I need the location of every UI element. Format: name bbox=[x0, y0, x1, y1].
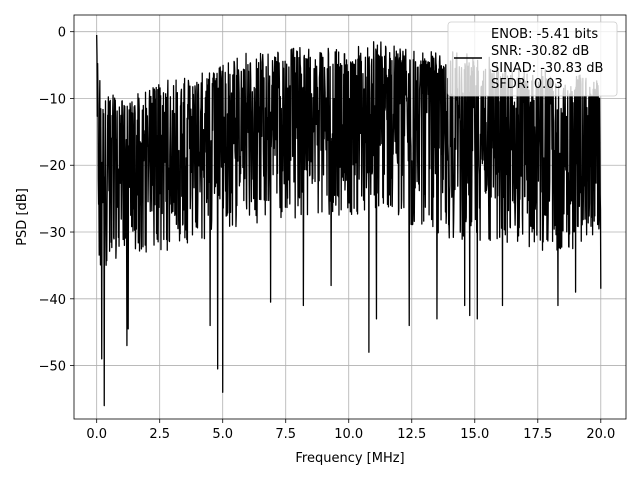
y-tick-label: 0 bbox=[58, 26, 66, 41]
x-tick-label: 17.5 bbox=[523, 427, 552, 442]
series-layer bbox=[96, 35, 602, 407]
x-axis: 0.0 2.5 5.0 7.5 10.0 12.5 15.0 17.5 20.0 bbox=[86, 419, 615, 442]
legend-enob: ENOB: -5.41 bits bbox=[491, 27, 598, 42]
y-tick-label: −50 bbox=[39, 360, 66, 375]
y-tick-label: −10 bbox=[39, 92, 66, 107]
legend-box bbox=[447, 21, 618, 97]
y-axis: 0 −10 −20 −30 −40 −50 bbox=[39, 26, 74, 375]
legend: ENOB: -5.41 bits SNR: -30.82 dB SINAD: -… bbox=[447, 21, 618, 97]
x-tick-label: 10.0 bbox=[334, 427, 363, 442]
legend-sinad: SINAD: -30.83 dB bbox=[491, 61, 603, 76]
x-tick-label: 7.5 bbox=[275, 427, 296, 442]
x-tick-label: 0.0 bbox=[86, 427, 107, 442]
x-tick-label: 5.0 bbox=[212, 427, 233, 442]
x-tick-label: 2.5 bbox=[149, 427, 170, 442]
x-axis-title: Frequency [MHz] bbox=[295, 451, 404, 466]
y-tick-label: −30 bbox=[39, 226, 66, 241]
x-tick-label: 20.0 bbox=[586, 427, 615, 442]
psd-series-line bbox=[96, 35, 602, 407]
legend-snr: SNR: -30.82 dB bbox=[491, 44, 589, 59]
legend-sfdr: SFDR: 0.03 bbox=[491, 77, 563, 92]
x-tick-label: 15.0 bbox=[460, 427, 489, 442]
plot-frame bbox=[73, 14, 627, 420]
y-axis-title: PSD [dB] bbox=[15, 188, 30, 246]
y-tick-label: −20 bbox=[39, 159, 66, 174]
x-tick-label: 12.5 bbox=[397, 427, 426, 442]
y-tick-label: −40 bbox=[39, 293, 66, 308]
